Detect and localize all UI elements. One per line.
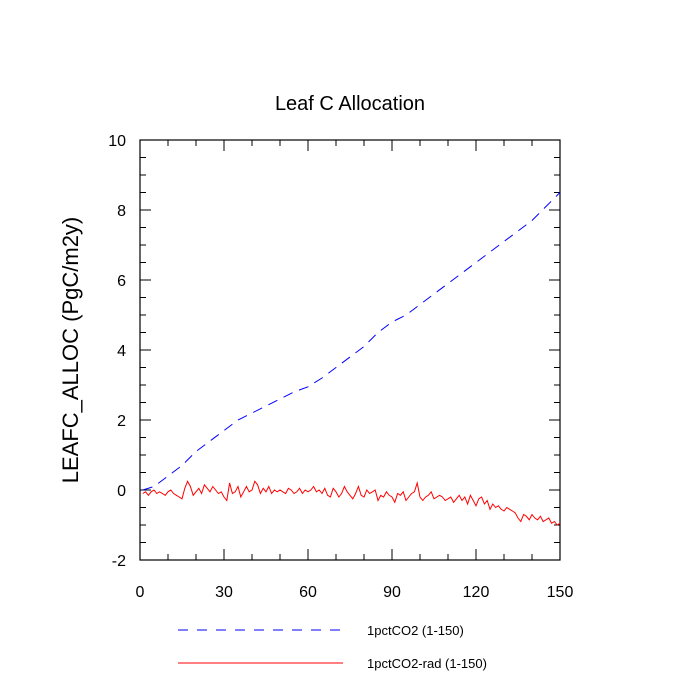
y-tick-label: 0 — [117, 483, 126, 500]
plot-frame — [139, 139, 561, 561]
series-line-1 — [142, 192, 561, 491]
x-tick-label: 30 — [215, 584, 233, 601]
legend-label-2: 1pctCO2-rad (1-150) — [367, 656, 487, 671]
x-tick-label: 150 — [547, 584, 574, 601]
legend-label-1: 1pctCO2 (1-150) — [367, 623, 464, 638]
x-tick-label: 60 — [299, 584, 317, 601]
y-tick-label: 10 — [108, 133, 126, 150]
legend: 1pctCO2 (1-150) 1pctCO2-rad (1-150) — [178, 623, 487, 671]
x-tick-label: 120 — [463, 584, 490, 601]
x-tick-label: 90 — [383, 584, 401, 601]
y-tick-label: -2 — [112, 553, 126, 570]
y-tick-label: 2 — [117, 413, 126, 430]
y-axis-label: LEAFC_ALLOC (PgC/m2y) — [58, 217, 83, 484]
y-tick-label: 4 — [117, 343, 126, 360]
series-line-2 — [142, 480, 561, 526]
y-tick-label: 8 — [117, 203, 126, 220]
y-tick-label: 6 — [117, 273, 126, 290]
plot-area: 0 30 60 90 120 150 -2 0 2 4 6 8 10 — [108, 133, 573, 601]
x-tick-label: 0 — [136, 584, 145, 601]
chart-title: Leaf C Allocation — [275, 93, 425, 115]
